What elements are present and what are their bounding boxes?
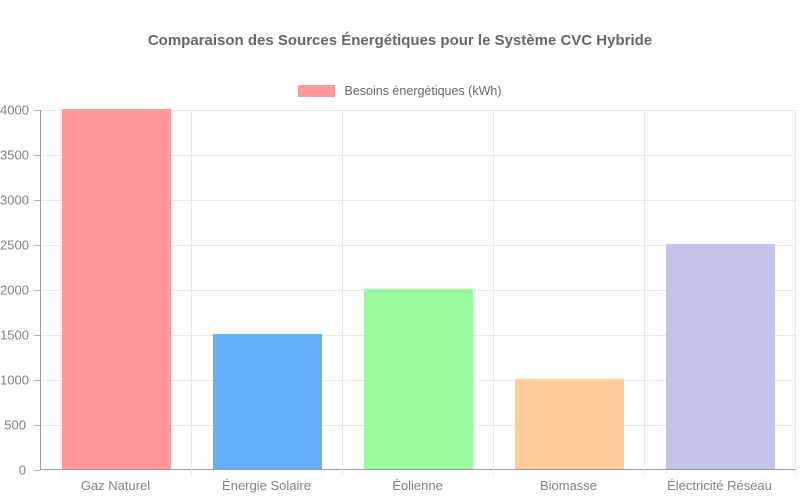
legend: Besoins énergétiques (kWh)	[0, 84, 800, 98]
y-tick-1000	[34, 380, 40, 381]
gridline-y-3000	[41, 200, 795, 201]
gridline-x-boundary-5	[795, 110, 796, 475]
gridline-x-boundary-3	[493, 110, 494, 475]
bar-eolienne[interactable]	[364, 289, 473, 469]
y-axis-label-2000: 2000	[0, 282, 29, 298]
y-axis-label-1000: 1000	[0, 372, 29, 388]
y-tick-4000	[34, 110, 40, 111]
y-tick-2000	[34, 290, 40, 291]
y-axis-label-4000: 4000	[0, 102, 29, 118]
x-axis-label-3: Éolienne	[392, 478, 443, 493]
gridline-y-4000	[41, 110, 795, 111]
chart-title: Comparaison des Sources Énergétiques pou…	[147, 32, 653, 49]
gridline-y-2500	[41, 245, 795, 246]
chart-region: 0 500 1000 1500 2000 2500 3000 3500 4000 Gaz Nat…	[0, 103, 800, 500]
x-axis-label-1: Gaz Naturel	[80, 478, 151, 493]
bar-energie-solaire[interactable]	[213, 334, 322, 469]
y-axis-label-0: 0	[18, 462, 26, 478]
plot-area	[40, 109, 796, 475]
y-axis-label-2500: 2500	[0, 237, 29, 253]
bar-electricite-reseau[interactable]	[666, 244, 775, 469]
legend-swatch-icon	[298, 85, 336, 97]
y-tick-3000	[34, 200, 40, 201]
x-axis-label-5: Électricité Réseau	[667, 478, 772, 493]
bar-biomasse[interactable]	[515, 379, 624, 469]
gridline-x-boundary-1	[191, 110, 192, 475]
gridline-y-3500	[41, 155, 795, 156]
y-tick-0	[34, 470, 40, 471]
x-axis-label-4: Biomasse	[539, 478, 598, 493]
gridline-x-boundary-4	[644, 110, 645, 475]
y-tick-1500	[34, 335, 40, 336]
y-axis-label-500: 500	[4, 417, 26, 433]
y-axis-label-3500: 3500	[0, 147, 29, 163]
y-axis-label-1500: 1500	[0, 327, 29, 343]
bar-gaz-naturel[interactable]	[62, 109, 171, 469]
legend-item[interactable]: Besoins énergétiques (kWh)	[298, 84, 502, 98]
x-axis-label-2: Énergie Solaire	[222, 478, 311, 493]
y-tick-500	[34, 425, 40, 426]
legend-label: Besoins énergétiques (kWh)	[344, 84, 502, 98]
gridline-x-boundary-2	[342, 110, 343, 475]
y-tick-3500	[34, 155, 40, 156]
y-axis-label-3000: 3000	[0, 192, 29, 208]
y-tick-2500	[34, 245, 40, 246]
